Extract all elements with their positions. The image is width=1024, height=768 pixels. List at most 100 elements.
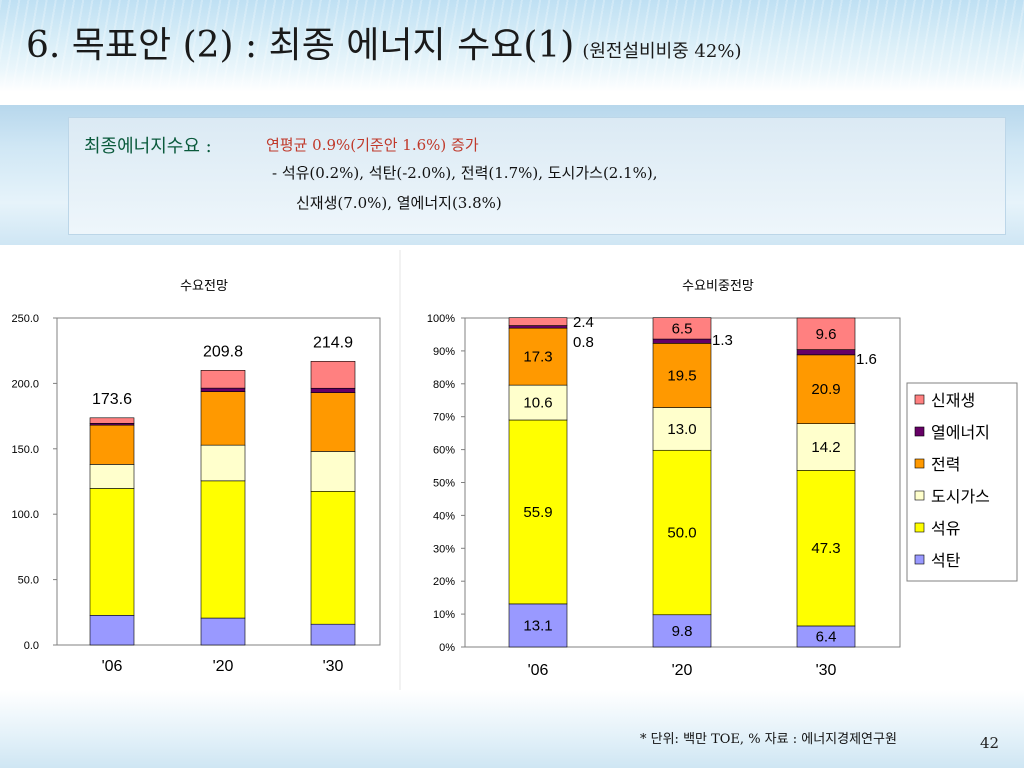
chart2-ytick-label: 40% bbox=[433, 510, 455, 522]
legend-swatch bbox=[914, 522, 925, 533]
chart2-bar-segment bbox=[652, 614, 712, 648]
legend-label: 석탄 bbox=[931, 552, 961, 570]
title-subtitle: (원전설비비중 42%) bbox=[582, 41, 742, 62]
chart1-bar-segment bbox=[200, 370, 246, 389]
chart1-bar-segment bbox=[89, 488, 135, 616]
chart2-data-label: 17.3 bbox=[523, 349, 552, 366]
legend-label: 전력 bbox=[931, 456, 960, 474]
chart2-data-label: 13.0 bbox=[667, 421, 696, 438]
chart2-data-label: 10.6 bbox=[523, 395, 552, 412]
bottom-band bbox=[0, 690, 1024, 768]
chart1-bar-segment bbox=[89, 424, 135, 465]
summary-box bbox=[68, 117, 1006, 235]
summary-line-2: 신재생(7.0%), 열에너지(3.8%) bbox=[296, 194, 502, 212]
chart1-ytick-label: 50.0 bbox=[18, 575, 39, 587]
chart2-data-label: 6.5 bbox=[672, 320, 693, 337]
chart2-data-label: 1.3 bbox=[712, 332, 733, 349]
chart2-bar-segment bbox=[796, 354, 856, 424]
chart1-total-label: 173.6 bbox=[92, 391, 132, 408]
chart2-xtick-label: '20 bbox=[672, 662, 693, 679]
chart2-bar-segment bbox=[796, 470, 856, 627]
title-text: 6. 목표안 (2) : 최종 에너지 수요(1) bbox=[26, 25, 575, 66]
chart1-bar-segment bbox=[310, 392, 356, 452]
chart2-data-label: 13.1 bbox=[523, 617, 552, 634]
chart1-bar-segment bbox=[310, 360, 356, 389]
chart1-ytick-label: 200.0 bbox=[11, 378, 39, 390]
chart2-xtick-label: '06 bbox=[528, 662, 549, 679]
source-note: * 단위: 백만 TOE, % 자료 : 에너지경제연구원 bbox=[640, 732, 897, 747]
chart1-bar-segment bbox=[310, 623, 356, 646]
chart2-ytick-label: 60% bbox=[433, 445, 455, 457]
chart1-total-label: 209.8 bbox=[203, 343, 243, 360]
chart1-bar-segment bbox=[310, 451, 356, 492]
chart1-xtick-label: '06 bbox=[102, 658, 123, 675]
chart2-data-label: 55.9 bbox=[523, 504, 552, 521]
chart2-legend bbox=[906, 382, 1018, 582]
chart1-ytick-label: 0.0 bbox=[24, 640, 39, 652]
chart2-bar-segment bbox=[796, 423, 856, 471]
chart2-ytick-label: 90% bbox=[433, 346, 455, 358]
legend-label: 석유 bbox=[931, 520, 960, 538]
chart1-bar-segment bbox=[200, 480, 246, 619]
header-band bbox=[0, 0, 1024, 92]
chart1-bar-segment bbox=[200, 391, 246, 446]
chart2-data-label: 14.2 bbox=[811, 439, 840, 456]
chart2-bar-segment bbox=[508, 419, 568, 605]
summary-line-1: - 석유(0.2%), 석탄(-2.0%), 전력(1.7%), 도시가스(2.… bbox=[272, 164, 658, 182]
chart2-ytick-label: 100% bbox=[427, 313, 455, 325]
summary-label: 최종에너지수요 : bbox=[84, 136, 212, 157]
summary-headline: 연평균 0.9%(기준안 1.6%) 증가 bbox=[266, 136, 479, 154]
chart2-data-label: 1.6 bbox=[856, 351, 877, 368]
chart1-bar-segment bbox=[89, 615, 135, 646]
charts-area: 수요전망 0.0 50.0 100.0 150.0 200.0 250.0 173.6 '06 2… bbox=[0, 250, 1024, 695]
legend-label: 열에너지 bbox=[931, 424, 990, 442]
chart1-xtick-label: '30 bbox=[323, 658, 344, 675]
chart2-data-label: 9.6 bbox=[816, 326, 837, 343]
chart1-bar-segment bbox=[310, 387, 356, 393]
chart2-data-label: 19.5 bbox=[667, 367, 696, 384]
chart2-ytick-label: 50% bbox=[433, 478, 455, 490]
chart1-ytick-label: 250.0 bbox=[11, 313, 39, 325]
chart2-ytick-label: 70% bbox=[433, 412, 455, 424]
chart2-bar-segment bbox=[508, 325, 568, 329]
chart2-data-label: 9.8 bbox=[672, 623, 693, 640]
chart2-data-label: 2.4 bbox=[573, 314, 594, 331]
chart1-total-label: 214.9 bbox=[313, 334, 353, 351]
page-number: 42 bbox=[980, 734, 1000, 752]
chart2-bar-segment bbox=[652, 449, 712, 616]
chart1-bar-segment bbox=[310, 491, 356, 625]
chart2-data-label: 0.8 bbox=[573, 334, 594, 351]
chart1-bar-segment bbox=[200, 617, 246, 646]
chart2-bar-segment bbox=[652, 343, 712, 408]
chart1-bar-segment bbox=[200, 387, 246, 392]
chart1-bar-segment bbox=[89, 417, 135, 424]
chart2-ytick-label: 10% bbox=[433, 609, 455, 621]
chart1-ytick-label: 100.0 bbox=[11, 509, 39, 521]
chart2-ytick-label: 80% bbox=[433, 379, 455, 391]
chart2-xtick-label: '30 bbox=[816, 662, 837, 679]
chart1-title: 수요전망 bbox=[180, 278, 228, 293]
legend-label: 신재생 bbox=[931, 392, 975, 410]
chart2-title: 수요비중전망 bbox=[682, 278, 754, 293]
chart2-bar-segment bbox=[652, 317, 712, 340]
legend-label: 도시가스 bbox=[931, 488, 990, 506]
chart1-bar-segment bbox=[89, 464, 135, 489]
legend-swatch bbox=[914, 394, 925, 405]
chart2-data-label: 6.4 bbox=[816, 628, 837, 645]
chart2-data-label: 20.9 bbox=[811, 381, 840, 398]
chart2-ytick-label: 30% bbox=[433, 543, 455, 555]
chart1-xtick-label: '20 bbox=[213, 658, 234, 675]
legend-swatch bbox=[914, 490, 925, 501]
chart2-bar-segment bbox=[796, 317, 856, 350]
chart2-bar-segment bbox=[652, 338, 712, 344]
chart1-ytick-label: 150.0 bbox=[11, 444, 39, 456]
chart2-ytick-label: 0% bbox=[439, 642, 455, 654]
chart2-bar-segment bbox=[508, 317, 568, 326]
page-title: 6. 목표안 (2) : 최종 에너지 수요(1) (원전설비비중 42%) bbox=[26, 16, 741, 68]
chart2-bar-segment bbox=[652, 407, 712, 451]
chart2-bar-segment bbox=[508, 327, 568, 386]
chart1-bar-segment bbox=[200, 444, 246, 482]
chart2-data-label: 47.3 bbox=[811, 540, 840, 557]
legend-swatch bbox=[914, 458, 925, 469]
chart2-data-label: 50.0 bbox=[667, 525, 696, 542]
